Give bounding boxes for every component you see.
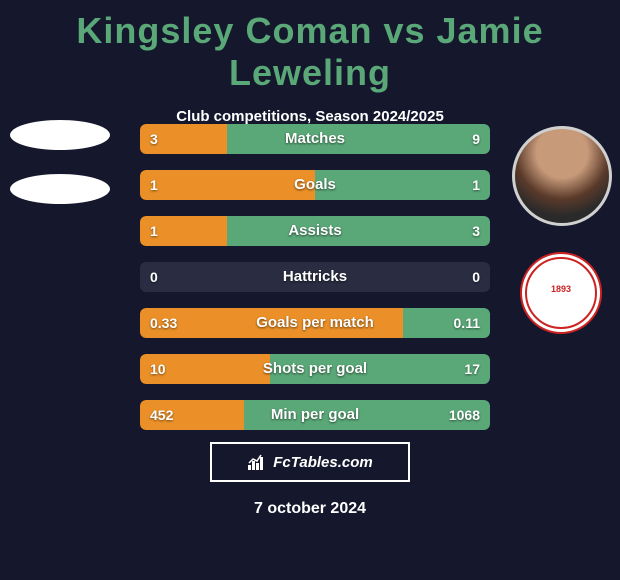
stat-row: 13Assists [140,216,490,246]
left-player-area [10,120,110,228]
placeholder-ellipse [10,120,110,150]
placeholder-ellipse [10,174,110,204]
brand-icon [247,453,267,471]
date-text: 7 october 2024 [0,500,620,518]
brand-text: FcTables.com [273,454,372,471]
comparison-title: Kingsley Coman vs Jamie Leweling [0,0,620,94]
stat-row: 39Matches [140,124,490,154]
club-badge-year: 1893 [522,284,600,294]
stat-label: Assists [140,216,490,246]
stat-label: Shots per goal [140,354,490,384]
stats-bars: 39Matches 11Goals 13Assists 00Hattricks 0.33… [140,124,490,446]
stat-row: 4521068Min per goal [140,400,490,430]
stat-label: Matches [140,124,490,154]
stat-label: Hattricks [140,262,490,292]
club-badge: 1893 [520,252,602,334]
stat-row: 0.330.11Goals per match [140,308,490,338]
stat-row: 1017Shots per goal [140,354,490,384]
stat-label: Goals per match [140,308,490,338]
right-player-area: 1893 [512,126,612,334]
stat-row: 11Goals [140,170,490,200]
brand-badge: FcTables.com [210,442,410,482]
stat-label: Min per goal [140,400,490,430]
player-avatar [512,126,612,226]
stat-label: Goals [140,170,490,200]
stat-row: 00Hattricks [140,262,490,292]
